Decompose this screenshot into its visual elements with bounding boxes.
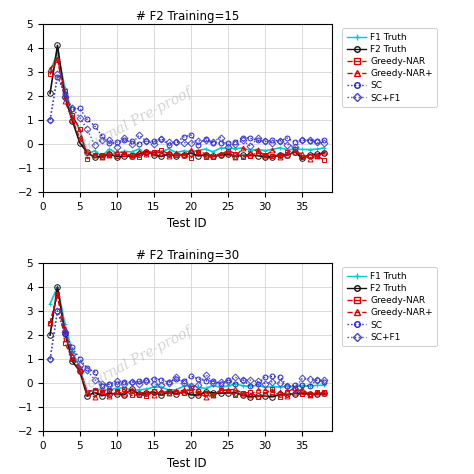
- Title: # F2 Training=15: # F2 Training=15: [136, 9, 239, 23]
- Text: Journal Pre-proof: Journal Pre-proof: [81, 87, 195, 156]
- X-axis label: Test ID: Test ID: [167, 456, 207, 470]
- X-axis label: Test ID: Test ID: [167, 218, 207, 230]
- Legend: F1 Truth, F2 Truth, Greedy-NAR, Greedy-NAR+, SC, SC+F1: F1 Truth, F2 Truth, Greedy-NAR, Greedy-N…: [342, 28, 437, 107]
- Text: Journal Pre-proof: Journal Pre-proof: [81, 326, 195, 395]
- Title: # F2 Training=30: # F2 Training=30: [136, 249, 239, 262]
- Legend: F1 Truth, F2 Truth, Greedy-NAR, Greedy-NAR+, SC, SC+F1: F1 Truth, F2 Truth, Greedy-NAR, Greedy-N…: [342, 267, 437, 346]
